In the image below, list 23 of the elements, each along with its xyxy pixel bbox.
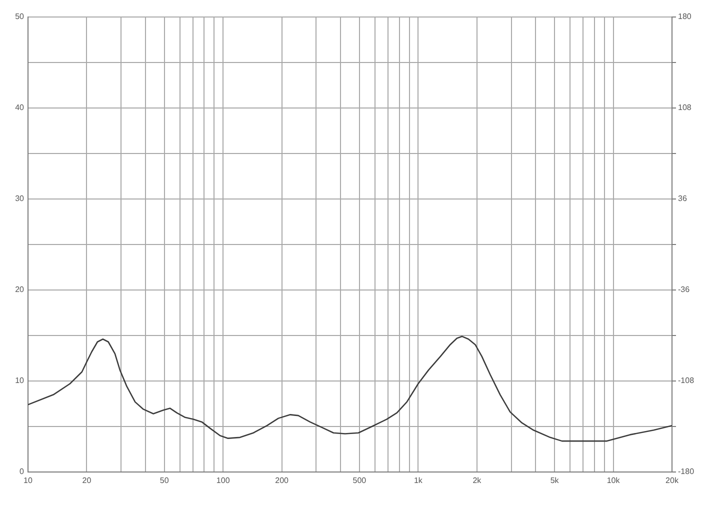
x-tick-label: 10 xyxy=(24,476,33,486)
y-tick-label: 0 xyxy=(20,467,25,476)
x-tick-label: 5k xyxy=(550,476,560,486)
x-tick-label: 2k xyxy=(472,476,482,486)
y-tick-label: 30 xyxy=(15,194,25,204)
y-tick-label: 20 xyxy=(15,285,25,294)
x-tick-label: 20k xyxy=(666,476,680,486)
y2-tick-label: -108 xyxy=(678,376,695,386)
x-tick-label: 50 xyxy=(160,476,170,486)
y2-tick-label: 180 xyxy=(678,12,692,22)
y-tick-label: 10 xyxy=(15,376,25,386)
x-tick-label: 200 xyxy=(275,476,290,486)
x-tick-label: 20 xyxy=(82,476,92,486)
x-tick-label: 1k xyxy=(414,476,424,486)
y2-tick-label: 36 xyxy=(678,194,688,204)
y2-tick-label: -180 xyxy=(678,467,695,476)
y2-tick-label: 108 xyxy=(678,103,692,112)
x-tick-label: 100 xyxy=(216,476,230,486)
x-tick-label: 500 xyxy=(352,476,367,486)
y2-tick-label: -36 xyxy=(678,285,690,294)
y-tick-label: 40 xyxy=(15,103,25,112)
y-tick-label: 50 xyxy=(15,12,25,22)
x-tick-label: 10k xyxy=(606,476,621,486)
